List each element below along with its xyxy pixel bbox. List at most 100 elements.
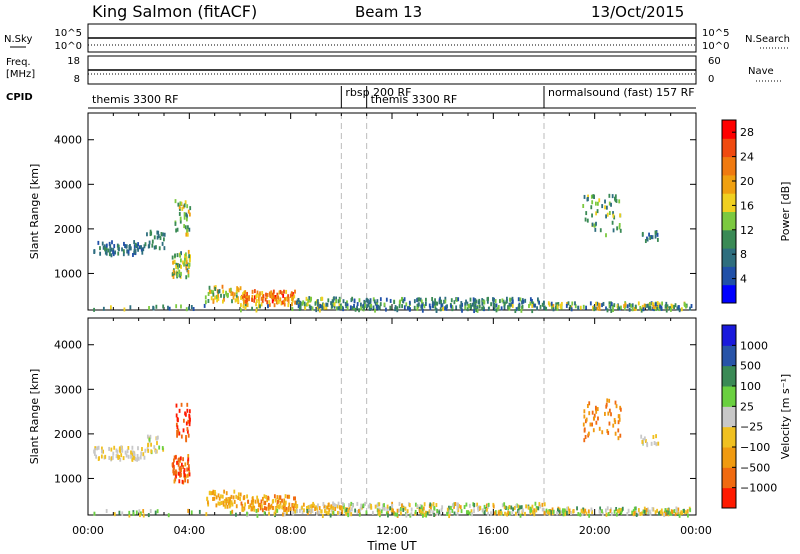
range-gate-echo	[556, 508, 559, 513]
range-gate-echo	[493, 297, 495, 302]
range-gate-echo	[180, 304, 182, 309]
y-tick-label: 2000	[54, 223, 82, 236]
range-gate-echo	[187, 508, 190, 513]
range-gate-echo	[592, 194, 595, 199]
range-gate-echo	[186, 228, 188, 233]
range-gate-echo	[444, 306, 446, 311]
range-gate-echo	[115, 448, 118, 453]
range-gate-echo	[461, 308, 463, 313]
range-gate-echo	[179, 465, 182, 470]
range-gate-echo	[131, 445, 134, 450]
range-gate-echo	[610, 512, 613, 517]
range-gate-echo	[350, 501, 353, 506]
range-gate-echo	[614, 400, 617, 405]
colorbar-tick-label: 25	[740, 400, 754, 413]
range-gate-echo	[184, 225, 187, 230]
range-gate-echo	[440, 507, 443, 512]
range-gate-echo	[176, 227, 179, 232]
range-gate-echo	[583, 438, 586, 443]
range-gate-echo	[222, 500, 225, 505]
range-gate-echo	[418, 509, 421, 514]
range-gate-echo	[671, 510, 674, 515]
range-gate-echo	[176, 253, 179, 258]
range-gate-echo	[472, 300, 475, 305]
range-gate-echo	[334, 507, 337, 512]
range-gate-echo	[574, 304, 577, 309]
range-gate-echo	[460, 301, 463, 306]
range-gate-echo	[539, 504, 542, 509]
range-gate-echo	[185, 307, 188, 312]
range-gate-echo	[131, 457, 134, 462]
range-gate-echo	[466, 307, 469, 312]
range-gate-echo	[487, 296, 490, 301]
range-gate-echo	[155, 436, 158, 441]
range-gate-echo	[248, 505, 250, 510]
range-gate-echo	[368, 306, 371, 311]
range-gate-echo	[287, 507, 290, 512]
range-gate-echo	[493, 511, 496, 516]
range-gate-echo	[566, 506, 569, 511]
range-gate-echo	[101, 446, 103, 451]
range-gate-echo	[624, 302, 627, 307]
range-gate-echo	[530, 508, 533, 513]
range-gate-echo	[291, 302, 293, 307]
range-gate-echo	[416, 306, 419, 311]
range-gate-echo	[179, 468, 182, 473]
range-gate-echo	[188, 212, 191, 217]
range-gate-echo	[529, 510, 532, 515]
range-gate-echo	[619, 433, 622, 438]
range-gate-echo	[93, 249, 96, 254]
range-gate-echo	[186, 467, 189, 472]
range-gate-echo	[220, 494, 222, 499]
range-gate-echo	[605, 233, 607, 238]
range-gate-echo	[180, 434, 183, 439]
range-gate-echo	[378, 306, 381, 311]
range-gate-echo	[424, 510, 427, 515]
range-gate-echo	[598, 198, 601, 203]
range-gate-echo	[445, 306, 448, 311]
range-gate-echo	[234, 298, 237, 303]
range-gate-echo	[310, 508, 312, 513]
range-gate-echo	[186, 204, 189, 209]
range-gate-echo	[339, 298, 341, 303]
range-gate-echo	[185, 435, 187, 440]
range-gate-echo	[253, 507, 256, 512]
range-gate-echo	[689, 508, 692, 513]
range-gate-echo	[292, 506, 295, 511]
range-gate-echo	[594, 201, 597, 206]
range-gate-echo	[446, 511, 448, 516]
range-gate-echo	[188, 413, 191, 418]
range-gate-echo	[585, 417, 588, 422]
range-gate-echo	[678, 513, 681, 518]
range-gate-echo	[640, 308, 643, 313]
range-gate-echo	[631, 307, 634, 312]
range-gate-echo	[186, 402, 189, 407]
range-gate-echo	[110, 253, 113, 258]
range-gate-echo	[250, 500, 253, 505]
range-gate-echo	[424, 301, 427, 306]
range-gate-echo	[371, 510, 374, 515]
range-gate-echo	[128, 513, 131, 518]
range-gate-echo	[150, 231, 153, 236]
range-gate-echo	[110, 447, 113, 452]
range-gate-echo	[139, 455, 142, 460]
cpid-program-label: themis 3300 RF	[371, 93, 458, 106]
range-gate-echo	[413, 299, 416, 304]
nsky-panel: N.Sky 10^5 10^0 10^5 10^0 N.Search	[4, 23, 790, 53]
range-gate-echo	[500, 510, 502, 515]
range-gate-echo	[338, 511, 341, 516]
range-gate-echo	[175, 228, 178, 233]
range-gate-echo	[405, 302, 408, 307]
range-gate-echo	[385, 511, 388, 516]
range-gate-echo	[260, 302, 263, 307]
range-gate-echo	[644, 239, 647, 244]
range-gate-echo	[268, 502, 270, 507]
range-gate-echo	[208, 491, 211, 496]
range-gate-echo	[235, 504, 238, 509]
range-gate-echo	[217, 501, 220, 506]
range-gate-echo	[490, 302, 493, 307]
range-gate-echo	[223, 294, 225, 299]
range-gate-echo	[541, 502, 544, 507]
range-gate-echo	[608, 421, 611, 426]
range-gate-echo	[503, 502, 506, 507]
